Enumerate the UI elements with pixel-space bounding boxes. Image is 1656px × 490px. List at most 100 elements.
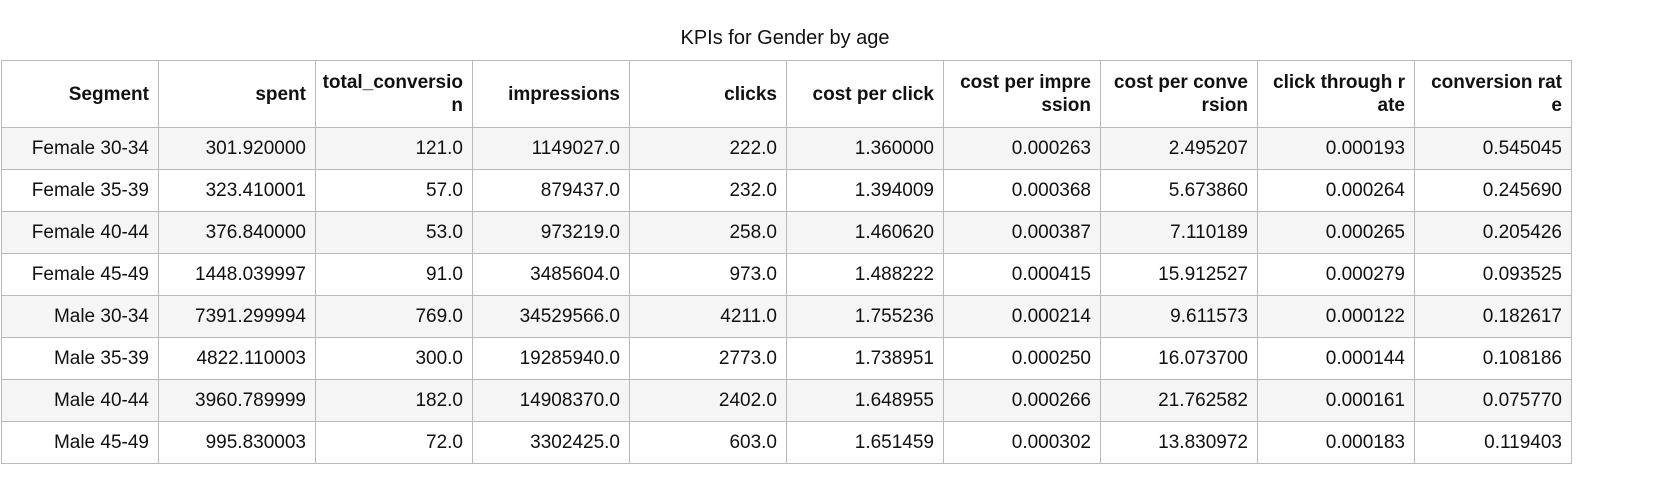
segment-cell: Male 40-44 <box>1 379 159 422</box>
segment-cell: Female 45-49 <box>1 253 159 296</box>
segment-cell: Female 35-39 <box>1 169 159 212</box>
table-row: Female 40-44 376.840000 53.0 973219.0 258.0 1… <box>1 211 1572 254</box>
column-header: spent <box>158 60 316 128</box>
table-cell: 4822.110003 <box>158 337 316 380</box>
table-row: Male 30-34 7391.299994 769.0 34529566.0 4211… <box>1 295 1572 338</box>
table-cell: 300.0 <box>315 337 473 380</box>
table-cell: 0.182617 <box>1414 295 1572 338</box>
chart-title: KPIs for Gender by age <box>680 27 890 49</box>
table-cell: 0.000263 <box>943 127 1101 170</box>
segment-cell: Male 35-39 <box>1 337 159 380</box>
table-row: Female 35-39 323.410001 57.0 879437.0 232.0 1… <box>1 169 1572 212</box>
table-cell: 13.830972 <box>1100 421 1258 464</box>
table-cell: 973219.0 <box>472 211 630 254</box>
table-cell: 1.394009 <box>786 169 944 212</box>
table-cell: 2773.0 <box>629 337 787 380</box>
table-cell: 1.648955 <box>786 379 944 422</box>
table-cell: 57.0 <box>315 169 473 212</box>
table-cell: 0.000214 <box>943 295 1101 338</box>
table-cell: 21.762582 <box>1100 379 1258 422</box>
table-header: Segment spent total_conversion impressions c… <box>1 60 1572 128</box>
table-cell: 14908370.0 <box>472 379 630 422</box>
table-cell: 0.000415 <box>943 253 1101 296</box>
table-cell: 0.245690 <box>1414 169 1572 212</box>
table-cell: 0.000161 <box>1257 379 1415 422</box>
table-cell: 1.460620 <box>786 211 944 254</box>
table-cell: 15.912527 <box>1100 253 1258 296</box>
column-header: impressions <box>472 60 630 128</box>
table-cell: 3485604.0 <box>472 253 630 296</box>
table-cell: 0.000387 <box>943 211 1101 254</box>
table-cell: 0.000193 <box>1257 127 1415 170</box>
table-cell: 53.0 <box>315 211 473 254</box>
table-cell: 72.0 <box>315 421 473 464</box>
table-cell: 0.000183 <box>1257 421 1415 464</box>
table-cell: 2402.0 <box>629 379 787 422</box>
table-cell: 0.075770 <box>1414 379 1572 422</box>
table-cell: 34529566.0 <box>472 295 630 338</box>
table-cell: 258.0 <box>629 211 787 254</box>
table-cell: 879437.0 <box>472 169 630 212</box>
table-cell: 232.0 <box>629 169 787 212</box>
table-cell: 1.651459 <box>786 421 944 464</box>
table-cell: 2.495207 <box>1100 127 1258 170</box>
table-cell: 91.0 <box>315 253 473 296</box>
table-cell: 121.0 <box>315 127 473 170</box>
column-header: cost per impression <box>943 60 1101 128</box>
table-cell: 3960.789999 <box>158 379 316 422</box>
column-header: cost per click <box>786 60 944 128</box>
table-cell: 0.000302 <box>943 421 1101 464</box>
table-cell: 603.0 <box>629 421 787 464</box>
table-cell: 0.205426 <box>1414 211 1572 254</box>
column-header: total_conversion <box>315 60 473 128</box>
table-cell: 301.920000 <box>158 127 316 170</box>
table-cell: 0.000144 <box>1257 337 1415 380</box>
column-header: cost per conversion <box>1100 60 1258 128</box>
table-cell: 0.000265 <box>1257 211 1415 254</box>
table-cell: 1448.039997 <box>158 253 316 296</box>
table-cell: 0.119403 <box>1414 421 1572 464</box>
table-cell: 19285940.0 <box>472 337 630 380</box>
kpi-table: Segment spent total_conversion impressions c… <box>1 60 1572 464</box>
table-cell: 1.360000 <box>786 127 944 170</box>
header-row: Segment spent total_conversion impressions c… <box>1 60 1572 128</box>
segment-cell: Female 40-44 <box>1 211 159 254</box>
table-row: Male 45-49 995.830003 72.0 3302425.0 603.0 1.… <box>1 421 1572 464</box>
table-cell: 1.755236 <box>786 295 944 338</box>
table-cell: 0.000368 <box>943 169 1101 212</box>
table-cell: 1149027.0 <box>472 127 630 170</box>
table-cell: 0.000264 <box>1257 169 1415 212</box>
table-row: Female 30-34 301.920000 121.0 1149027.0 222.… <box>1 127 1572 170</box>
column-header: click through rate <box>1257 60 1415 128</box>
table-cell: 0.000122 <box>1257 295 1415 338</box>
table-cell: 182.0 <box>315 379 473 422</box>
column-header: clicks <box>629 60 787 128</box>
table-cell: 7391.299994 <box>158 295 316 338</box>
table-cell: 973.0 <box>629 253 787 296</box>
table-body: Female 30-34 301.920000 121.0 1149027.0 222.… <box>1 127 1572 464</box>
table-cell: 5.673860 <box>1100 169 1258 212</box>
table-cell: 0.000279 <box>1257 253 1415 296</box>
column-header: conversion rate <box>1414 60 1572 128</box>
table-row: Female 45-49 1448.039997 91.0 3485604.0 973.… <box>1 253 1572 296</box>
table-cell: 4211.0 <box>629 295 787 338</box>
table-cell: 7.110189 <box>1100 211 1258 254</box>
table-cell: 376.840000 <box>158 211 316 254</box>
table-cell: 16.073700 <box>1100 337 1258 380</box>
table-cell: 0.000266 <box>943 379 1101 422</box>
table-cell: 9.611573 <box>1100 295 1258 338</box>
table-cell: 995.830003 <box>158 421 316 464</box>
table-cell: 1.488222 <box>786 253 944 296</box>
segment-cell: Female 30-34 <box>1 127 159 170</box>
table-cell: 0.093525 <box>1414 253 1572 296</box>
segment-cell: Male 45-49 <box>1 421 159 464</box>
table-row: Male 35-39 4822.110003 300.0 19285940.0 2773… <box>1 337 1572 380</box>
table-cell: 0.545045 <box>1414 127 1572 170</box>
table-cell: 1.738951 <box>786 337 944 380</box>
table-row: Male 40-44 3960.789999 182.0 14908370.0 2402… <box>1 379 1572 422</box>
table-cell: 0.000250 <box>943 337 1101 380</box>
segment-cell: Male 30-34 <box>1 295 159 338</box>
table-cell: 0.108186 <box>1414 337 1572 380</box>
table-cell: 323.410001 <box>158 169 316 212</box>
table-cell: 222.0 <box>629 127 787 170</box>
